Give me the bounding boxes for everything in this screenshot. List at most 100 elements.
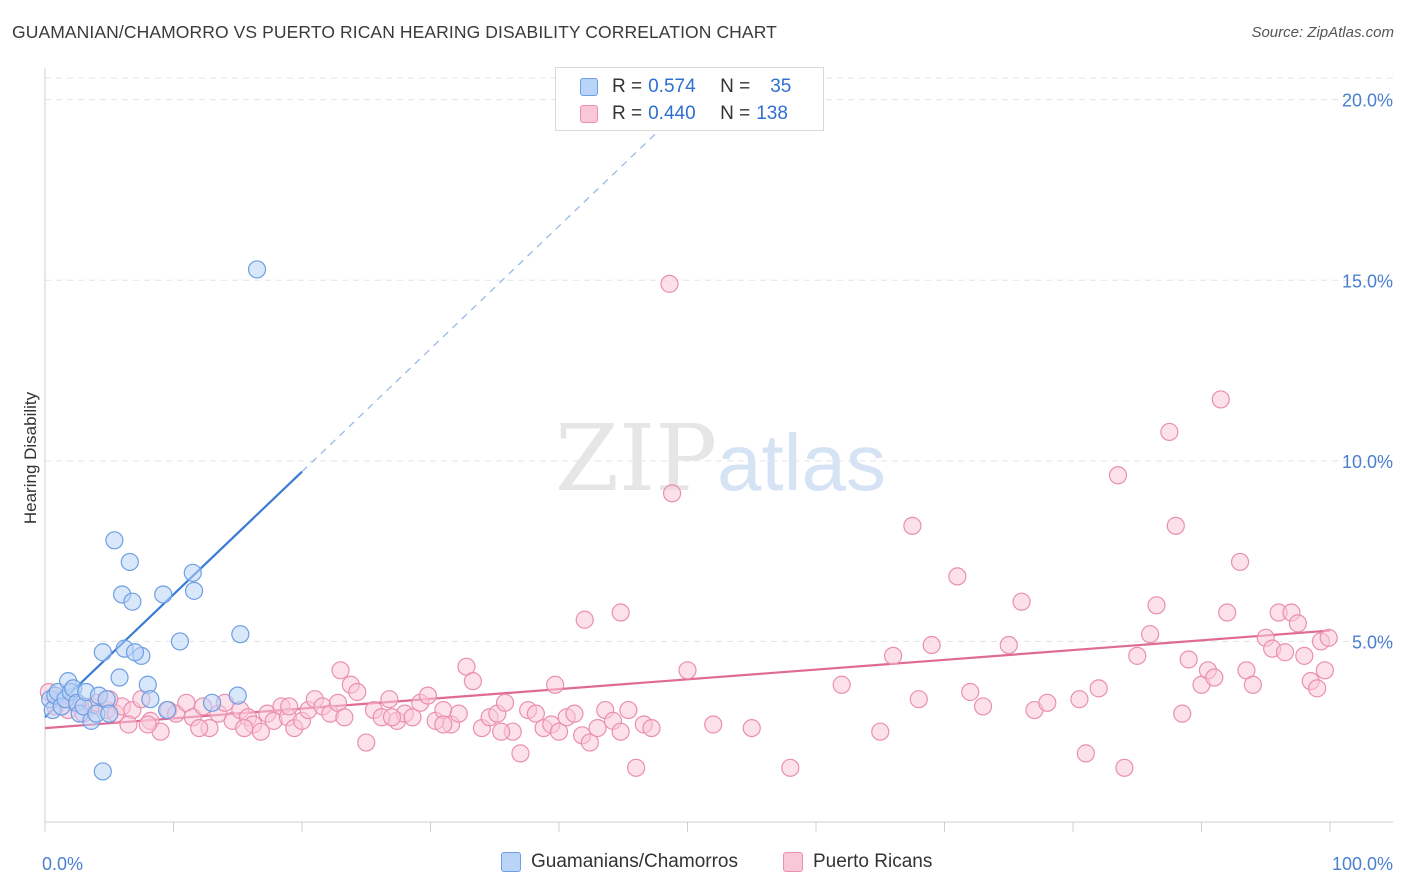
- puerto-rican-point: [999, 635, 1018, 655]
- legend-r-label: R =: [612, 103, 643, 124]
- watermark: ZIP atlas: [555, 405, 886, 512]
- puerto-rican-point: [280, 697, 299, 716]
- puerto-rican-point: [662, 484, 682, 503]
- puerto-rican-point: [1173, 704, 1192, 723]
- guamanian-point: [100, 704, 119, 723]
- guamanian-point: [157, 700, 177, 720]
- guamanian-point: [170, 632, 190, 651]
- puerto-rican-point: [331, 661, 350, 680]
- puerto-rican-point: [1230, 552, 1250, 572]
- puerto-rican-point: [1319, 628, 1338, 647]
- bottom-legend-label-guamanian: Guamanians/Chamorros: [531, 851, 738, 872]
- guamanian-point: [123, 592, 142, 611]
- puerto-rican-point: [611, 722, 630, 741]
- puerto-rican-point: [565, 704, 584, 723]
- puerto-rican-point: [948, 567, 967, 586]
- puerto-rican-point: [1115, 758, 1134, 777]
- guamanian-point: [231, 625, 250, 644]
- puerto-rican-point: [1108, 466, 1128, 485]
- y-tick-label: 20.0%: [1342, 91, 1393, 111]
- puerto-rican-point: [832, 675, 851, 694]
- y-tick-label: 10.0%: [1342, 452, 1393, 472]
- puerto-rican-point: [357, 733, 376, 752]
- puerto-rican-point: [742, 718, 761, 738]
- legend-swatch-puerto-rican: [580, 105, 598, 123]
- puerto-rican-point: [1308, 679, 1327, 698]
- watermark-atlas: atlas: [717, 418, 886, 507]
- puerto-rican-point: [526, 704, 545, 723]
- correlation-legend: R = 0.574 N = 35 R = 0.440 N = 138: [555, 67, 824, 131]
- legend-r-value: 0.574: [648, 76, 696, 97]
- puerto-rican-point: [922, 635, 941, 655]
- puerto-rican-point: [961, 682, 980, 702]
- guamanian-point: [105, 531, 124, 550]
- puerto-rican-point: [1147, 596, 1166, 615]
- puerto-rican-point: [403, 708, 422, 727]
- puerto-rican-point: [1315, 661, 1334, 680]
- puerto-rican-point: [1243, 675, 1263, 694]
- chart-title: GUAMANIAN/CHAMORRO VS PUERTO RICAN HEARI…: [12, 22, 777, 42]
- puerto-rican-point: [871, 722, 890, 741]
- puerto-rican-point: [575, 610, 594, 629]
- puerto-rican-point: [1218, 603, 1237, 622]
- puerto-rican-point: [1038, 693, 1057, 712]
- guamanian-point: [120, 552, 139, 572]
- guamanian-point: [93, 643, 112, 662]
- puerto-rican-point: [1288, 614, 1307, 633]
- puerto-rican-point: [138, 715, 157, 734]
- guamanian-point: [125, 643, 145, 662]
- puerto-rican-point: [909, 690, 928, 709]
- puerto-rican-point: [1179, 650, 1198, 669]
- puerto-rican-point: [1128, 646, 1147, 665]
- source-credit: Source: ZipAtlas.com: [1251, 24, 1394, 41]
- guamanian-point: [154, 585, 173, 604]
- guamanian-points: [41, 260, 267, 781]
- puerto-rican-point: [1295, 646, 1314, 665]
- legend-n-value: 35: [770, 76, 792, 97]
- puerto-rican-point: [883, 646, 903, 665]
- puerto-rican-point: [511, 744, 530, 763]
- guamanian-point: [141, 690, 160, 709]
- puerto-rican-point: [1012, 592, 1031, 611]
- x-tick-label: 0.0%: [42, 854, 83, 874]
- puerto-rican-point: [380, 690, 399, 709]
- puerto-rican-point: [492, 722, 511, 741]
- puerto-rican-point: [190, 718, 209, 738]
- puerto-rican-point: [1089, 679, 1108, 698]
- puerto-rican-point: [449, 704, 468, 723]
- puerto-rican-point: [434, 715, 453, 734]
- guamanian-point: [183, 563, 202, 582]
- guamanian-point: [202, 693, 222, 712]
- trend-line-guamanian-extension: [301, 127, 663, 473]
- puerto-rican-point: [588, 718, 607, 738]
- puerto-rican-point: [463, 672, 483, 691]
- puerto-rican-point: [1205, 668, 1224, 687]
- trend-line-guamanian: [44, 470, 303, 719]
- legend-row-puerto-rican: R = 0.440 N = 138: [580, 101, 788, 127]
- puerto-rican-point: [580, 733, 599, 752]
- puerto-rican-point: [546, 675, 565, 694]
- puerto-rican-point: [382, 708, 402, 727]
- puerto-rican-point: [235, 718, 254, 738]
- puerto-rican-point: [619, 700, 638, 720]
- guamanian-point: [93, 762, 112, 781]
- puerto-rican-point: [1275, 643, 1295, 662]
- guamanian-point: [184, 581, 204, 600]
- guamanian-point: [110, 668, 129, 687]
- puerto-rican-point: [335, 708, 354, 727]
- puerto-rican-point: [1160, 422, 1179, 442]
- legend-n-label: N =: [720, 103, 751, 124]
- puerto-rican-point: [549, 722, 569, 741]
- legend-n-label: N =: [720, 76, 751, 97]
- puerto-rican-point: [1211, 390, 1230, 409]
- puerto-rican-point: [660, 274, 679, 293]
- puerto-rican-point: [704, 715, 723, 734]
- puerto-rican-point: [1076, 744, 1095, 763]
- legend-swatch-guamanian: [580, 78, 598, 96]
- watermark-zip: ZIP: [555, 405, 717, 512]
- puerto-rican-point: [1140, 625, 1160, 644]
- puerto-rican-point: [418, 686, 438, 705]
- y-tick-labels: 5.0% 10.0% 15.0% 20.0%: [1342, 91, 1393, 653]
- puerto-rican-point: [611, 603, 630, 622]
- legend-r-value: 0.440: [648, 103, 696, 124]
